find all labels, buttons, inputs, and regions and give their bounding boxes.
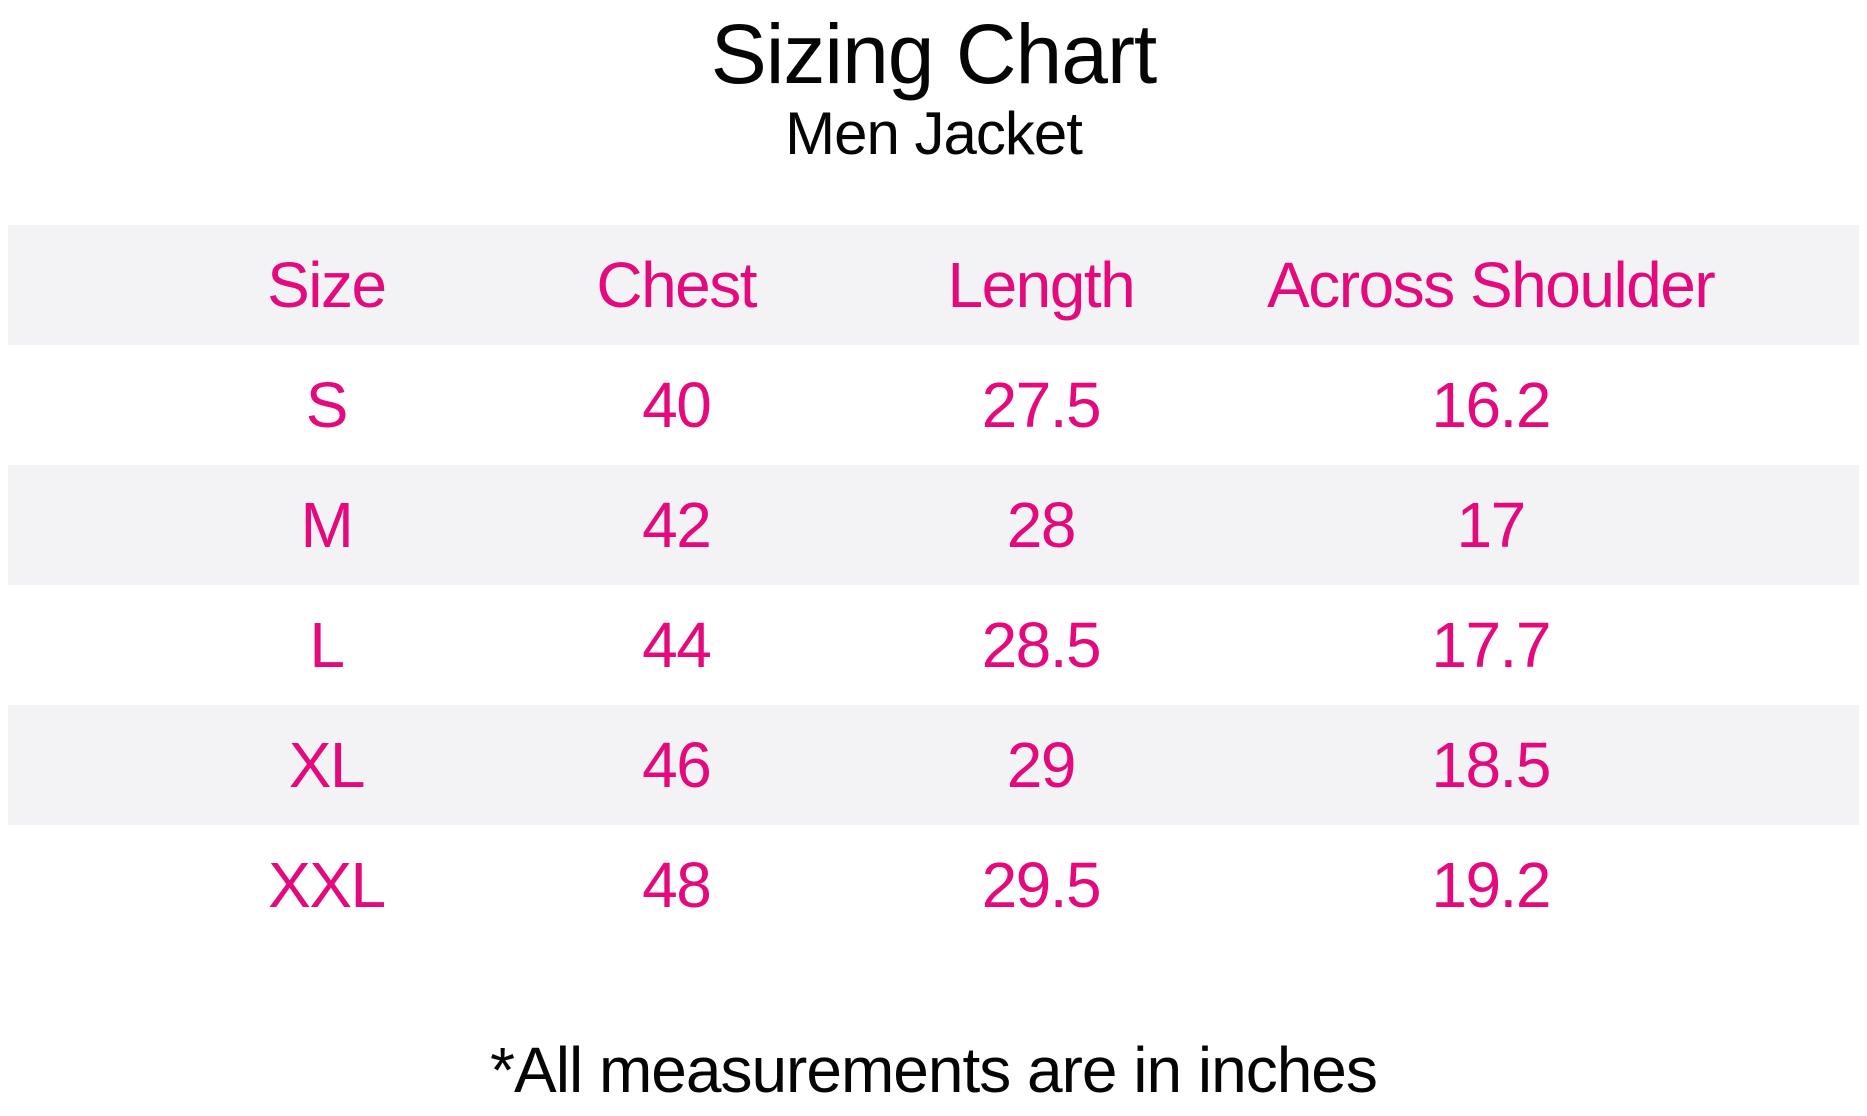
measurements-footnote: *All measurements are in inches xyxy=(490,1034,1378,1106)
across-shoulder-value: 19.2 xyxy=(1431,849,1551,921)
size-value: S xyxy=(305,369,349,441)
across-shoulder-value: 16.2 xyxy=(1431,369,1551,441)
chest-value: 46 xyxy=(642,729,712,801)
chest-value: 48 xyxy=(642,849,712,921)
size-value: XL xyxy=(288,729,366,801)
across-shoulder-value: 18.5 xyxy=(1431,729,1551,801)
chest-value: 40 xyxy=(642,369,712,441)
table-row-s: S 40 27.5 16.2 xyxy=(8,345,1859,465)
size-value: L xyxy=(309,609,345,681)
chest-value: 42 xyxy=(642,489,712,561)
length-value: 28.5 xyxy=(981,609,1102,681)
column-header-length: Length xyxy=(947,249,1135,321)
column-header-across-shoulder: Across Shoulder xyxy=(1267,249,1716,321)
length-value: 27.5 xyxy=(981,369,1102,441)
across-shoulder-value: 17 xyxy=(1456,489,1527,561)
sizing-table: Size Chest Length Across Shoulder S 40 2… xyxy=(8,225,1859,945)
across-shoulder-value: 17.7 xyxy=(1431,609,1551,681)
table-row-l: L 44 28.5 17.7 xyxy=(8,585,1859,705)
page-subtitle: Men Jacket xyxy=(785,100,1083,167)
table-row-m: M 42 28 17 xyxy=(8,465,1859,585)
size-value: XXL xyxy=(268,849,386,921)
table-header-row: Size Chest Length Across Shoulder xyxy=(8,225,1859,345)
page-title: Sizing Chart xyxy=(710,7,1158,101)
table-row-xl: XL 46 29 18.5 xyxy=(8,705,1859,825)
length-value: 28 xyxy=(1006,489,1077,561)
column-header-chest: Chest xyxy=(596,249,757,321)
table-row-xxl: XXL 48 29.5 19.2 xyxy=(8,825,1859,945)
length-value: 29.5 xyxy=(981,849,1102,921)
column-header-size: Size xyxy=(267,249,387,321)
chest-value: 44 xyxy=(642,609,712,681)
size-value: M xyxy=(300,489,353,561)
length-value: 29 xyxy=(1006,729,1077,801)
